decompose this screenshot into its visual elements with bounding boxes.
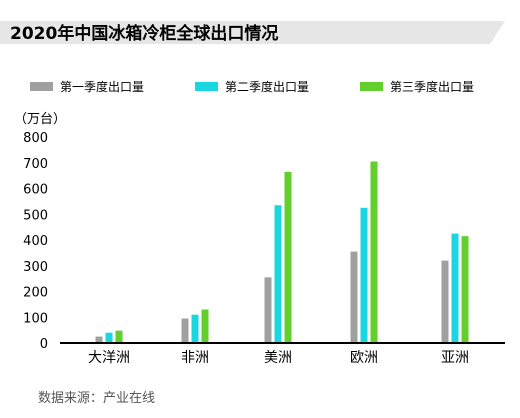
chart-title: 2020年中国冰箱冷柜全球出口情况: [10, 23, 278, 44]
bar: [441, 260, 449, 343]
bar: [370, 161, 378, 343]
x-axis-labels: 大洋洲 非洲 美洲 欧洲 亚洲: [88, 350, 469, 366]
title-banner: [0, 21, 505, 44]
x-tick-label: 大洋洲: [88, 350, 130, 366]
y-tick-label: 400: [23, 234, 48, 249]
bar: [191, 314, 199, 343]
y-tick-label: 700: [23, 157, 48, 172]
y-tick-label: 800: [23, 131, 48, 146]
bar: [115, 330, 123, 343]
bar: [350, 251, 358, 343]
legend-swatch: [360, 82, 383, 91]
y-tick-label: 0: [40, 337, 48, 352]
bar: [95, 336, 103, 343]
bar: [181, 318, 189, 343]
bar: [105, 332, 113, 343]
legend-swatch: [195, 82, 218, 91]
y-tick-label: 500: [23, 208, 48, 223]
legend-label: 第二季度出口量: [225, 79, 309, 94]
bar: [360, 207, 368, 343]
y-tick-label: 200: [23, 286, 48, 301]
x-tick-label: 美洲: [264, 350, 292, 366]
y-axis-ticks: 0 100 200 300 400 500 600 700 800: [23, 131, 48, 352]
bar: [201, 309, 209, 343]
x-tick-label: 亚洲: [441, 350, 469, 366]
bar: [461, 236, 469, 343]
legend: 第一季度出口量 第二季度出口量 第三季度出口量: [30, 79, 474, 94]
bar: [451, 233, 459, 343]
data-source: 数据来源：产业在线: [38, 391, 155, 406]
y-tick-label: 300: [23, 260, 48, 275]
x-tick-label: 欧洲: [350, 350, 378, 366]
bars: [95, 161, 469, 343]
x-tick-label: 非洲: [181, 350, 209, 366]
bar: [274, 205, 282, 343]
bar: [284, 171, 292, 343]
y-tick-label: 600: [23, 183, 48, 198]
legend-label: 第三季度出口量: [390, 79, 474, 94]
y-tick-label: 100: [23, 311, 48, 326]
bar: [264, 277, 272, 343]
y-axis-unit: （万台）: [14, 112, 66, 127]
legend-swatch: [30, 82, 53, 91]
legend-label: 第一季度出口量: [60, 79, 144, 94]
